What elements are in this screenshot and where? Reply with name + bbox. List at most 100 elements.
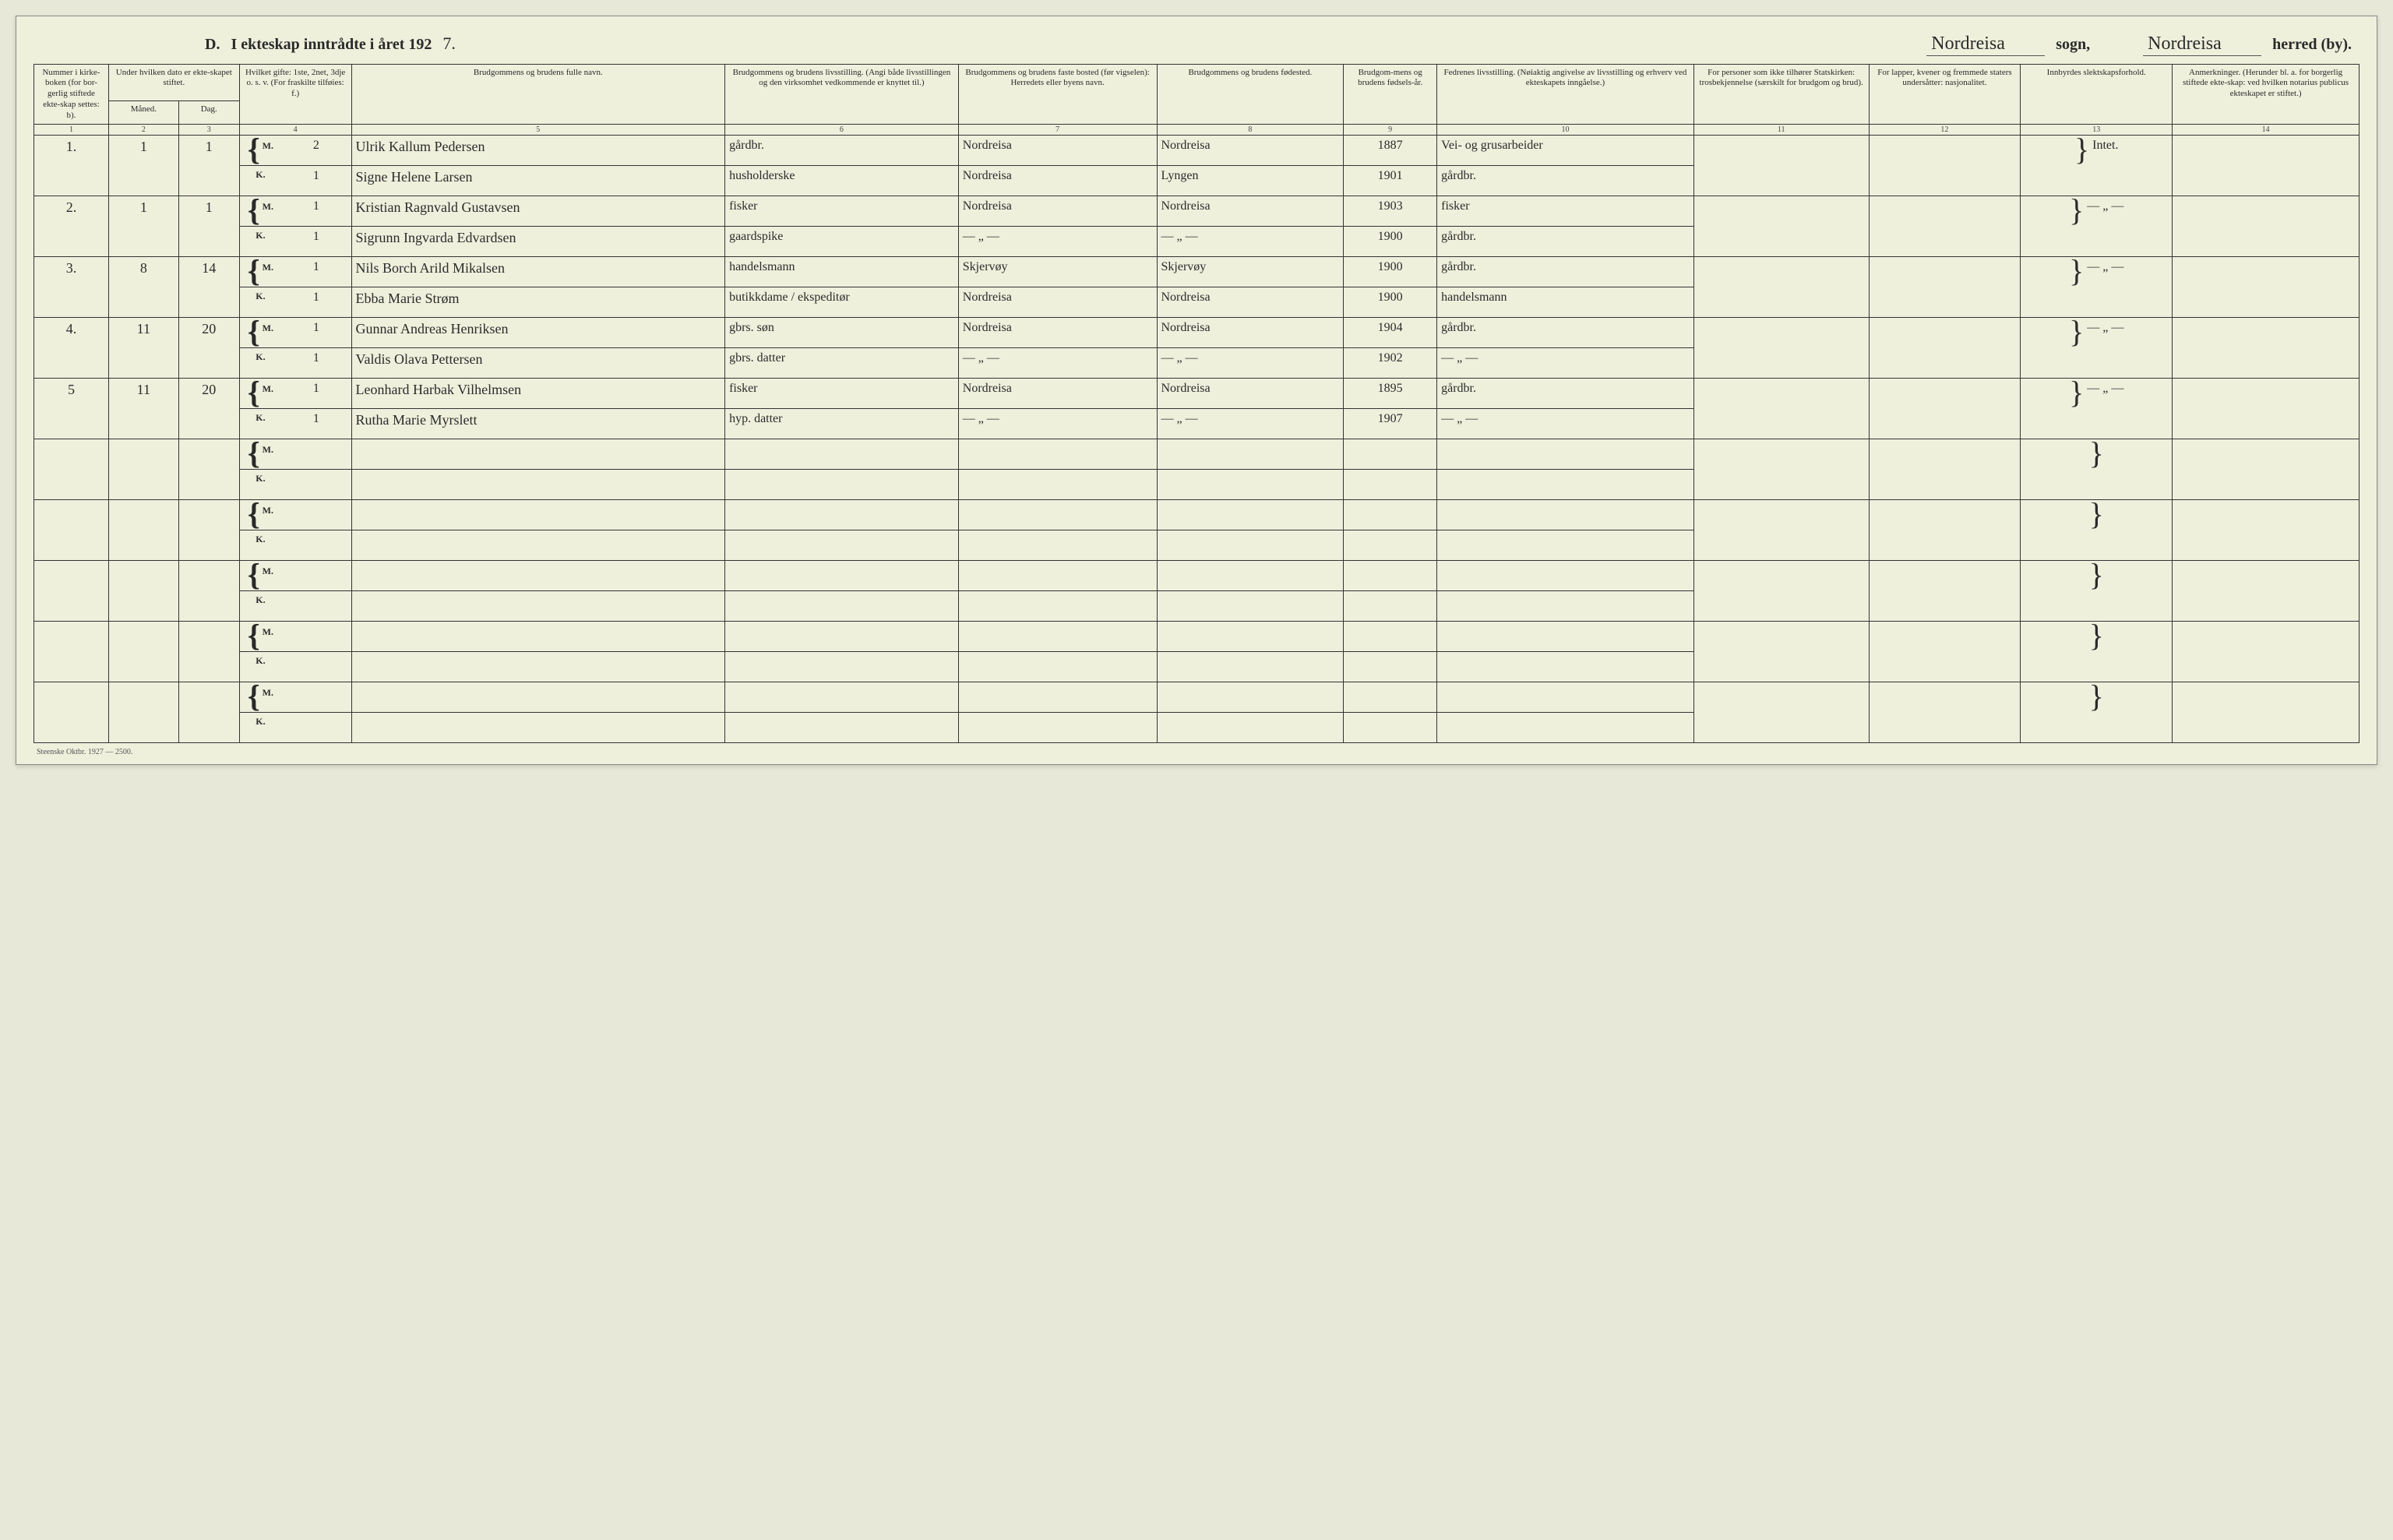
mk-label-k: K. xyxy=(239,166,281,196)
empty-cell xyxy=(1344,682,1437,713)
mk-label-m: { M. xyxy=(239,196,281,227)
empty-cell xyxy=(725,591,959,622)
birthplace-m: Nordreisa xyxy=(1157,379,1344,409)
occupation-m: gbrs. søn xyxy=(725,318,959,348)
name-m: Kristian Ragnvald Gustavsen xyxy=(351,196,725,227)
entry-number: 5 xyxy=(34,379,109,439)
entry-row-m: 51120{ M.1Leonhard Harbak Vilhelmsenfisk… xyxy=(34,379,2360,409)
kinship: } — „ — xyxy=(2021,257,2173,318)
name-k: Rutha Marie Myrslett xyxy=(351,409,725,439)
name-k: Ebba Marie Strøm xyxy=(351,287,725,318)
empty-cell xyxy=(1157,470,1344,500)
empty-cell xyxy=(281,561,351,591)
col-header-8: Brudgommens og brudens fødested. xyxy=(1157,64,1344,125)
residence-k: Nordreisa xyxy=(958,166,1157,196)
entry-number: 2. xyxy=(34,196,109,257)
birthyear-k: 1902 xyxy=(1344,348,1437,379)
colnum: 14 xyxy=(2173,125,2360,136)
empty-cell xyxy=(1869,622,2021,682)
empty-cell xyxy=(108,561,178,622)
gifte-m: 1 xyxy=(281,196,351,227)
empty-cell xyxy=(958,713,1157,743)
colnum: 11 xyxy=(1693,125,1869,136)
entry-number: 3. xyxy=(34,257,109,318)
sogn-label: sogn, xyxy=(2056,36,2090,54)
col-header-13: Innbyrdes slektskapsforhold. xyxy=(2021,64,2173,125)
mk-label-m: { M. xyxy=(239,500,281,530)
colnum: 13 xyxy=(2021,125,2173,136)
mk-label-m: { M. xyxy=(239,136,281,166)
empty-cell xyxy=(351,561,725,591)
remarks xyxy=(2173,318,2360,379)
colnum: 10 xyxy=(1437,125,1694,136)
colnum: 2 xyxy=(108,125,178,136)
empty-cell xyxy=(1157,561,1344,591)
gifte-k: 1 xyxy=(281,409,351,439)
col11 xyxy=(1693,136,1869,196)
entry-month: 11 xyxy=(108,318,178,379)
empty-cell xyxy=(1157,530,1344,561)
mk-label-k: K. xyxy=(239,652,281,682)
empty-cell xyxy=(1437,561,1694,591)
name-m: Gunnar Andreas Henriksen xyxy=(351,318,725,348)
empty-cell xyxy=(958,500,1157,530)
ledger-sheet: D. I ekteskap inntrådte i året 1927. Nor… xyxy=(16,16,2377,765)
col11 xyxy=(1693,379,1869,439)
father-occ-m: fisker xyxy=(1437,196,1694,227)
father-occ-k: — „ — xyxy=(1437,348,1694,379)
col12 xyxy=(1869,136,2021,196)
col-header-5: Brudgommens og brudens fulle navn. xyxy=(351,64,725,125)
mk-label-m: { M. xyxy=(239,682,281,713)
name-m: Nils Borch Arild Mikalsen xyxy=(351,257,725,287)
empty-cell xyxy=(725,470,959,500)
empty-cell xyxy=(1344,622,1437,652)
col11 xyxy=(1693,318,1869,379)
birthyear-m: 1887 xyxy=(1344,136,1437,166)
empty-cell xyxy=(351,682,725,713)
title-printed: I ekteskap inntrådte i året 192 xyxy=(231,36,432,54)
empty-cell xyxy=(34,561,109,622)
entry-day: 20 xyxy=(178,318,239,379)
entry-month: 11 xyxy=(108,379,178,439)
col-header-2a: Måned. xyxy=(108,101,178,125)
entry-row-m: 2.11{ M.1Kristian Ragnvald Gustavsenfisk… xyxy=(34,196,2360,227)
empty-cell xyxy=(1437,439,1694,470)
empty-row-m: { M.} xyxy=(34,439,2360,470)
empty-cell xyxy=(281,530,351,561)
empty-cell xyxy=(1869,682,2021,743)
gifte-m: 1 xyxy=(281,379,351,409)
sogn-value: Nordreisa xyxy=(1926,33,2045,56)
colnum: 6 xyxy=(725,125,959,136)
birthplace-k: Nordreisa xyxy=(1157,287,1344,318)
empty-cell xyxy=(1437,713,1694,743)
birthplace-m: Nordreisa xyxy=(1157,196,1344,227)
empty-cell xyxy=(2173,439,2360,500)
entry-day: 1 xyxy=(178,136,239,196)
colnum: 9 xyxy=(1344,125,1437,136)
residence-m: Skjervøy xyxy=(958,257,1157,287)
empty-cell xyxy=(34,622,109,682)
empty-cell xyxy=(351,622,725,652)
birthyear-m: 1904 xyxy=(1344,318,1437,348)
empty-cell xyxy=(1344,500,1437,530)
column-number-row: 1 2 3 4 5 6 7 8 9 10 11 12 13 14 xyxy=(34,125,2360,136)
mk-label-k: K. xyxy=(239,409,281,439)
name-k: Sigrunn Ingvarda Edvardsen xyxy=(351,227,725,257)
birthplace-m: Nordreisa xyxy=(1157,136,1344,166)
empty-cell xyxy=(1157,439,1344,470)
kinship: } — „ — xyxy=(2021,196,2173,257)
empty-cell xyxy=(1157,652,1344,682)
father-occ-m: gårdbr. xyxy=(1437,318,1694,348)
empty-cell xyxy=(725,500,959,530)
empty-cell xyxy=(1157,682,1344,713)
empty-cell xyxy=(1157,713,1344,743)
empty-cell xyxy=(1437,500,1694,530)
entry-month: 8 xyxy=(108,257,178,318)
residence-m: Nordreisa xyxy=(958,136,1157,166)
col12 xyxy=(1869,257,2021,318)
gifte-k: 1 xyxy=(281,348,351,379)
empty-cell: } xyxy=(2021,561,2173,622)
empty-cell xyxy=(34,682,109,743)
gifte-k: 1 xyxy=(281,287,351,318)
col-header-11: For personer som ikke tilhører Statskirk… xyxy=(1693,64,1869,125)
